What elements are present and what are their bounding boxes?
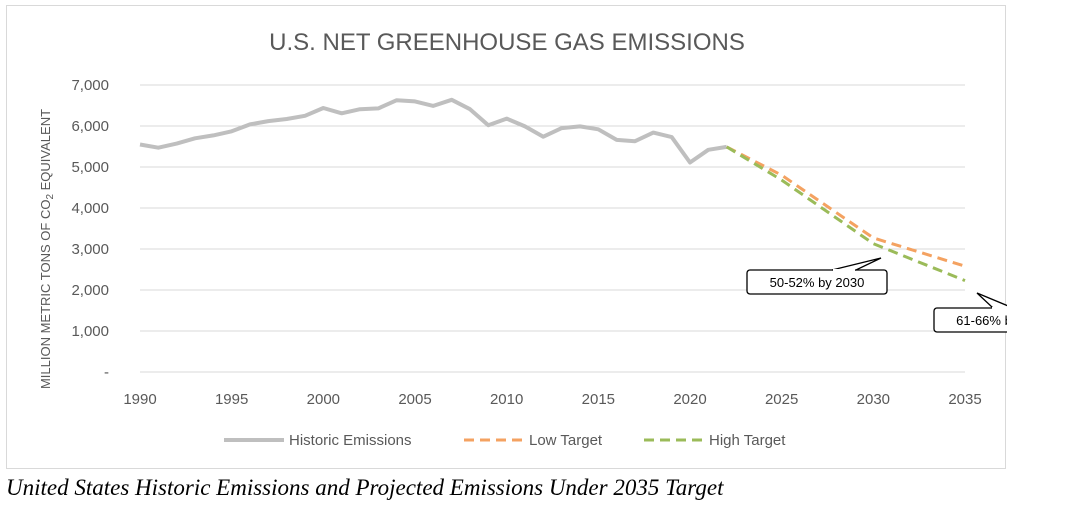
- emissions-line-chart: U.S. NET GREENHOUSE GAS EMISSIONS - 1,000…: [38, 29, 1007, 449]
- x-tick-label: 1990: [123, 391, 156, 408]
- x-tick-label: 2015: [582, 391, 615, 408]
- callout-pointer: [831, 257, 882, 271]
- callout: 50-52% by 2030: [746, 257, 888, 295]
- callouts: 50-52% by 2030 61-66% by 2035: [746, 257, 1007, 333]
- y-axis-title: MILLION METRIC TONS OF CO2 EQUIVALENT: [38, 109, 56, 389]
- y-tick-label: -: [104, 364, 109, 381]
- x-tick-label: 2035: [948, 391, 981, 408]
- x-tick-label: 2005: [398, 391, 431, 408]
- series-lines: [139, 97, 966, 282]
- callout-box: [746, 269, 888, 295]
- legend-item: Historic Emissions: [224, 432, 412, 449]
- x-tick-label: 2030: [857, 391, 890, 408]
- x-tick-label: 2020: [673, 391, 706, 408]
- y-tick-label: 4,000: [71, 200, 109, 217]
- y-tick-label: 1,000: [71, 323, 109, 340]
- series-line-high-target: [725, 145, 966, 282]
- legend-item: High Target: [644, 432, 786, 449]
- y-tick-label: 5,000: [71, 159, 109, 176]
- series-line-historic-emissions: [139, 97, 728, 165]
- x-axis-ticks: 1990 1995 2000 2005 2010 2015 2020 2025 2030 2035: [123, 391, 981, 408]
- legend-label: High Target: [709, 432, 786, 449]
- x-tick-label: 2010: [490, 391, 523, 408]
- callout: 61-66% by 2035: [933, 292, 1007, 333]
- callout-label: 50-52% by 2030: [770, 275, 865, 290]
- x-tick-label: 1995: [215, 391, 248, 408]
- legend-label: Historic Emissions: [289, 432, 412, 449]
- y-tick-label: 2,000: [71, 282, 109, 299]
- figure-caption: United States Historic Emissions and Pro…: [6, 475, 724, 500]
- callout-label: 61-66% by 2035: [956, 313, 1007, 328]
- callout-pointer: [976, 292, 1007, 309]
- legend: Historic Emissions Low Target High Target: [224, 432, 786, 449]
- legend-item: Low Target: [464, 432, 603, 449]
- gridlines: [140, 84, 965, 373]
- series-line-low-target: [726, 145, 966, 268]
- legend-label: Low Target: [529, 432, 603, 449]
- y-tick-label: 3,000: [71, 241, 109, 258]
- x-tick-label: 2000: [307, 391, 340, 408]
- chart-frame: U.S. NET GREENHOUSE GAS EMISSIONS - 1,000…: [6, 5, 1007, 469]
- chart-title: U.S. NET GREENHOUSE GAS EMISSIONS: [269, 29, 745, 56]
- y-tick-label: 7,000: [71, 77, 109, 94]
- y-axis-ticks: - 1,000 2,000 3,000 4,000 5,000 6,000 7,000: [71, 77, 109, 381]
- y-tick-label: 6,000: [71, 118, 109, 135]
- x-tick-label: 2025: [765, 391, 798, 408]
